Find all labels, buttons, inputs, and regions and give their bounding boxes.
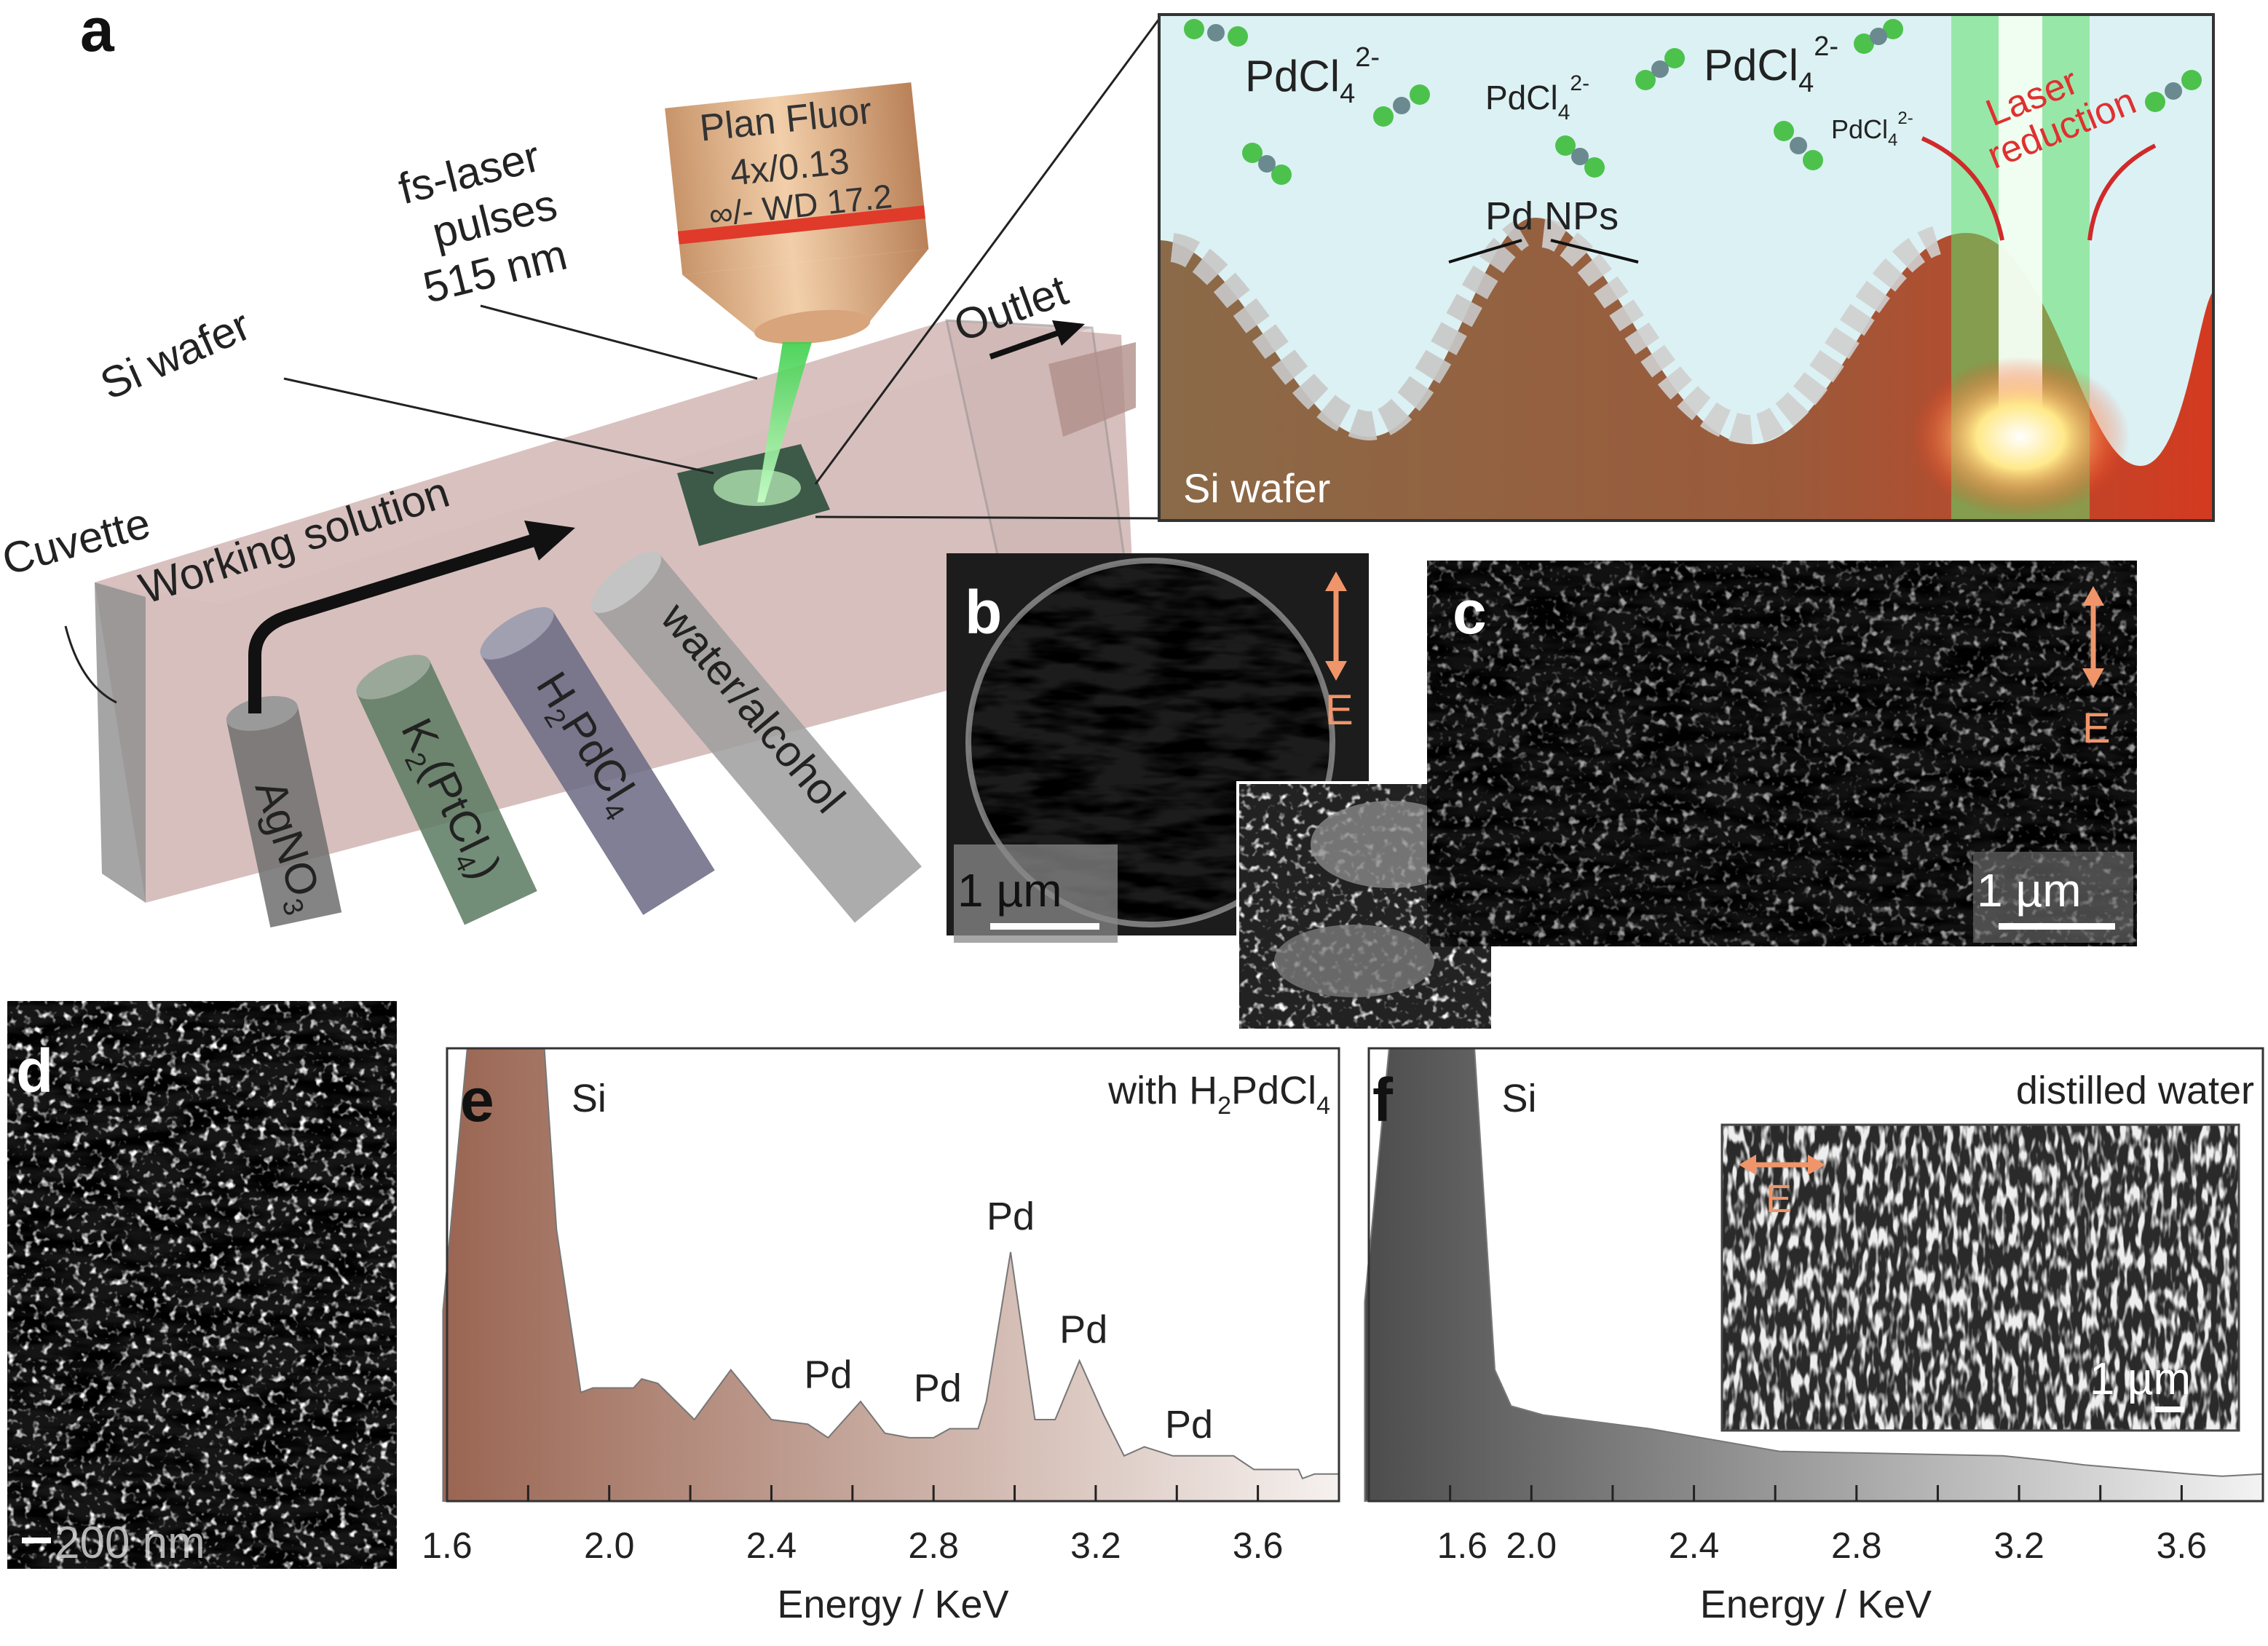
reduction-arrow [1921,136,2004,241]
x-tick-label: 3.6 [2157,1525,2208,1566]
pd-peak-label: Pd [1059,1307,1107,1351]
si-peak-label: Si [572,1077,606,1120]
reduction-beam-core [1999,15,2042,422]
si-peak-label: Si [1502,1077,1537,1120]
pd-peak-label: Pd [1165,1403,1213,1447]
pd-peak-label: Pd [804,1353,852,1397]
panel-label-d: d [16,1037,53,1105]
chart-e: 1.6 2.0 2.4 2.8 3.2 3.6 Energy / KeV Si Pd Pd Pd Pd… [422,1047,1340,1626]
pd-nps-label: Pd NPs [1485,194,1619,238]
pdcl4-molecules [1184,19,2202,185]
spectrum-area [442,1048,1340,1502]
x-tick-label: 3.2 [1994,1525,2044,1566]
hot-spot [1911,357,2130,517]
x-axis-label: Energy / KeV [1700,1583,1932,1626]
si-wafer-label: Si wafer [93,301,257,409]
flow-arrow [248,532,541,713]
pd-nps-pointer [1448,239,1522,264]
pd-peak-label: Pd [987,1195,1035,1238]
pd-nanoparticles [1540,218,1943,445]
chart-f: 1.6 2.0 2.4 2.8 3.2 3.6 Energy / KeV Si distille… [1364,1047,2264,1626]
ion-label: PdCl42- [1245,42,1380,109]
objective-lens: Plan Fluor 4x/0.13 ∞/- WD 17.2 [665,82,929,344]
x-tick-label: 2.0 [584,1525,635,1566]
inset-si-wafer-label: Si wafer [1183,465,1330,511]
condition-label: distilled water [2016,1069,2254,1112]
outlet-tube [1048,342,1136,437]
axes-frame [446,1047,1340,1503]
x-tick-label: 1.6 [1437,1525,1488,1566]
panel-label-b: b [965,578,1002,646]
cuvette-pointer [64,625,117,704]
pd-peak-label: Pd [914,1366,962,1410]
pd-nps-pointer [1550,239,1639,264]
e-field-label: E [1325,687,1354,734]
wafer-pointer-line [283,377,714,475]
outlet-arrow-head [1052,320,1085,346]
scale-label: 1 µm [957,864,1062,917]
x-tick-label: 2.4 [1669,1525,1720,1566]
inset-frame [1158,13,2215,522]
pd-atoms [1207,24,2182,173]
x-axis-label: Energy / KeV [777,1583,1008,1626]
flow-arrow-head [524,521,575,561]
x-tick-label: 2.4 [746,1525,797,1566]
inlet-tubes [226,551,922,928]
panel-f-inset-sem: E 1 µm [1720,1123,2240,1432]
laser-beam [757,342,812,502]
scale-bar [22,1538,51,1543]
laser-label: fs-laser pulses 515 nm [394,132,572,312]
reduction-inset: PdCl42- PdCl42- PdCl42- PdCl42- Pd NPs L… [1159,15,2213,521]
scale-bar [2155,1406,2184,1412]
e-field-label: E [1766,1177,1792,1221]
x-tick-label: 1.6 [422,1525,473,1566]
panel-c-sem: c E 1 µm [1427,561,2137,946]
e-field-label: E [2082,705,2111,752]
objective-red-band [677,205,925,245]
reduction-arrow [2087,143,2157,241]
x-tick-label: 2.8 [1831,1525,1882,1566]
panel-label-c: c [1453,578,1487,646]
zoom-line-bottom [815,515,1162,520]
scale-label: 1 µm [1977,864,2082,917]
x-tick-label: 2.0 [1506,1525,1557,1566]
outlet-arrow [989,328,1064,360]
zoom-line-top [814,15,1163,485]
laser-pointer-line [480,304,758,380]
panel-label-e: e [460,1066,494,1134]
scale-label: 200 nm [55,1518,205,1568]
ion-label: PdCl42- [1831,108,1913,150]
panel-label-a: a [80,0,115,64]
pd-nanoparticles [1169,220,1530,441]
ion-label: PdCl42- [1485,71,1589,124]
ion-label: PdCl42- [1704,31,1838,98]
condition-label: with H2PdCl4 [1107,1069,1330,1120]
scale-bar [1999,923,2115,930]
x-tick-label: 3.6 [1233,1525,1284,1566]
x-tick-label: 2.8 [908,1525,959,1566]
axes-frame [1367,1047,2264,1503]
panel-label-f: f [1372,1066,1394,1134]
scale-bar [990,923,1099,930]
laser-spot [714,470,801,506]
x-tick-label: 3.2 [1070,1525,1121,1566]
scale-label: 1 µm [2090,1354,2191,1404]
panel-d-sem: d 200 nm [7,1001,397,1569]
